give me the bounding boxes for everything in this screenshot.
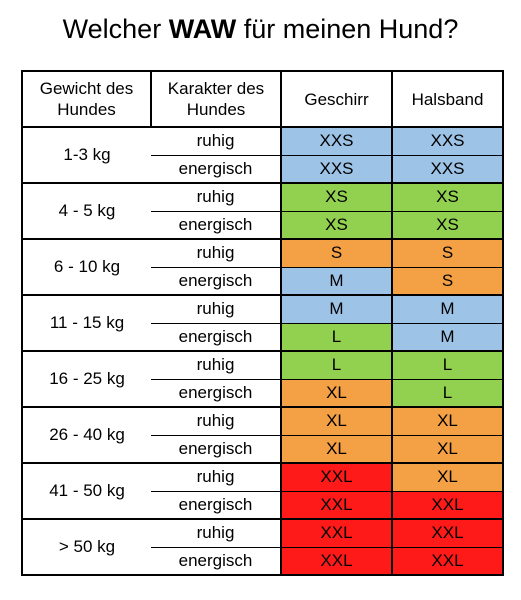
table-row: 26 - 40 kg ruhig XL XL [21, 406, 504, 464]
title-bold: WAW [168, 14, 237, 44]
harness-size-cell: S [280, 238, 393, 268]
weight-label: > 50 kg [55, 537, 119, 556]
harness-size-cell: XXS [280, 154, 393, 184]
harness-size-cell: M [280, 266, 393, 296]
table-row: 11 - 15 kg ruhig M M [21, 294, 504, 352]
weight-cell: 26 - 40 kg [21, 406, 151, 464]
table-row: energisch XXL XXL [22, 490, 504, 520]
collar-size-cell: XL [391, 462, 504, 492]
collar-size-cell: S [391, 238, 504, 268]
character-cell: energisch [151, 547, 282, 576]
table-row: energisch XL L [22, 378, 504, 408]
collar-size-cell: XXS [391, 126, 504, 156]
character-cell: ruhig [151, 294, 282, 324]
weight-cell: > 50 kg [21, 518, 151, 576]
character-cell: ruhig [151, 406, 282, 436]
weight-label: 4 - 5 kg [55, 201, 119, 220]
table-row: energisch XS XS [22, 210, 504, 240]
table-row: energisch M S [22, 266, 504, 296]
harness-size-cell: XXL [280, 518, 393, 548]
title-suffix: für meinen Hund? [236, 14, 459, 44]
table-row: 1-3 kg ruhig XXS XXS [21, 126, 504, 184]
harness-size-cell: M [280, 294, 393, 324]
table-row: 6 - 10 kg ruhig S S [21, 238, 504, 296]
harness-size-cell: XXS [280, 126, 393, 156]
collar-size-cell: XS [391, 210, 504, 240]
title-prefix: Welcher [62, 14, 169, 44]
collar-size-cell: S [391, 266, 504, 296]
table-row: > 50 kg ruhig XXL XXL [21, 518, 504, 576]
table-row: energisch XXS XXS [22, 154, 504, 184]
collar-size-cell: L [391, 350, 504, 380]
character-cell: ruhig [151, 238, 282, 268]
character-cell: energisch [151, 491, 282, 520]
weight-label: 6 - 10 kg [50, 257, 124, 276]
header-character: Karakter des Hundes [150, 70, 282, 128]
table-row: 16 - 25 kg ruhig L L [21, 350, 504, 408]
table-row: 4 - 5 kg ruhig XS XS [21, 182, 504, 240]
character-cell: energisch [151, 379, 282, 408]
character-cell: ruhig [151, 462, 282, 492]
character-cell: energisch [151, 267, 282, 296]
collar-size-cell: XL [391, 434, 504, 464]
harness-size-cell: L [280, 322, 393, 352]
weight-label: 1-3 kg [60, 145, 114, 164]
weight-cell: 16 - 25 kg [21, 350, 151, 408]
collar-size-cell: L [391, 378, 504, 408]
harness-size-cell: L [280, 350, 393, 380]
character-cell: ruhig [151, 126, 282, 156]
character-cell: ruhig [151, 350, 282, 380]
page-title: Welcher WAW für meinen Hund? [0, 10, 521, 48]
weight-label: 16 - 25 kg [46, 369, 128, 388]
table-row: 41 - 50 kg ruhig XXL XL [21, 462, 504, 520]
harness-size-cell: XL [280, 406, 393, 436]
weight-label: 26 - 40 kg [46, 425, 128, 444]
harness-size-cell: XL [280, 378, 393, 408]
harness-size-cell: XXL [280, 546, 393, 576]
table-row: energisch XXL XXL [22, 546, 504, 576]
collar-size-cell: XXS [391, 154, 504, 184]
size-table: Gewicht des Hundes Karakter des Hundes G… [21, 70, 504, 576]
collar-size-cell: XXL [391, 518, 504, 548]
collar-size-cell: XS [391, 182, 504, 212]
collar-size-cell: XXL [391, 490, 504, 520]
weight-cell: 4 - 5 kg [21, 182, 151, 240]
character-cell: ruhig [151, 182, 282, 212]
character-cell: ruhig [151, 518, 282, 548]
collar-size-cell: XL [391, 406, 504, 436]
weight-label: 11 - 15 kg [46, 313, 128, 332]
collar-size-cell: M [391, 294, 504, 324]
header-weight: Gewicht des Hundes [21, 70, 152, 128]
collar-size-cell: M [391, 322, 504, 352]
collar-size-cell: XXL [391, 546, 504, 576]
weight-label: 41 - 50 kg [46, 481, 128, 500]
table-row: energisch XL XL [22, 434, 504, 464]
character-cell: energisch [151, 155, 282, 184]
character-cell: energisch [151, 211, 282, 240]
table-row: energisch L M [22, 322, 504, 352]
weight-cell: 1-3 kg [21, 126, 151, 184]
harness-size-cell: XL [280, 434, 393, 464]
weight-cell: 6 - 10 kg [21, 238, 151, 296]
character-cell: energisch [151, 323, 282, 352]
harness-size-cell: XXL [280, 490, 393, 520]
harness-size-cell: XS [280, 182, 393, 212]
header-collar: Halsband [391, 70, 504, 128]
weight-cell: 41 - 50 kg [21, 462, 151, 520]
table-body: 1-3 kg ruhig XXS XXS energisch XXS XXS 4 - 5 kg… [21, 126, 504, 576]
header-harness: Geschirr [280, 70, 393, 128]
header-row: Gewicht des Hundes Karakter des Hundes G… [21, 70, 504, 128]
weight-cell: 11 - 15 kg [21, 294, 151, 352]
character-cell: energisch [151, 435, 282, 464]
harness-size-cell: XS [280, 210, 393, 240]
harness-size-cell: XXL [280, 462, 393, 492]
